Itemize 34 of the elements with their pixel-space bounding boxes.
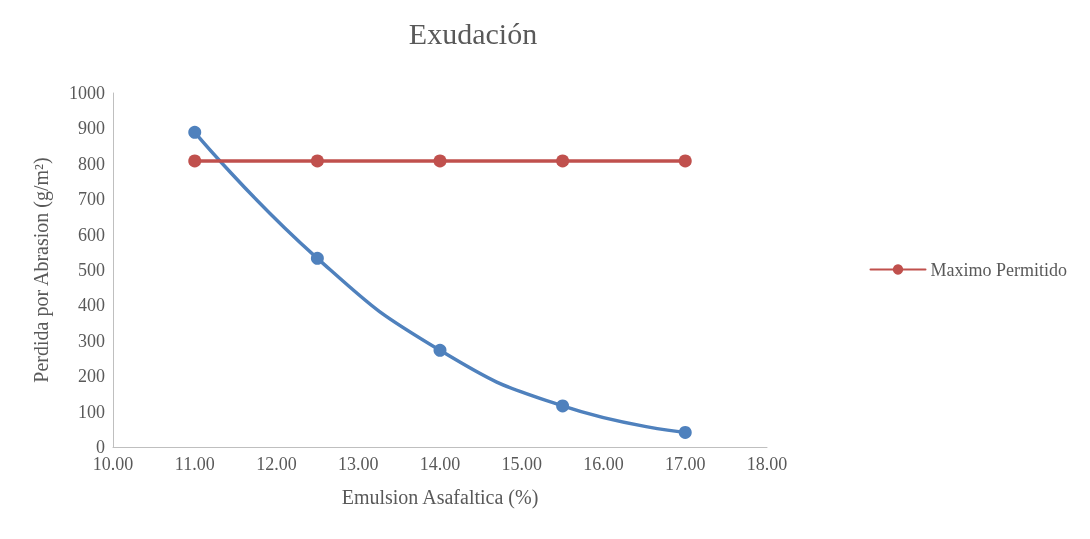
x-tick-label: 13.00 — [338, 454, 379, 474]
y-tick-label: 400 — [78, 295, 105, 316]
point — [678, 154, 692, 168]
y-tick-label: 200 — [78, 366, 105, 387]
point — [556, 399, 570, 413]
x-tick-label: 11.00 — [174, 454, 215, 474]
point — [433, 343, 447, 357]
y-tick-label: 800 — [78, 153, 105, 174]
x-tick-label: 16.00 — [583, 454, 624, 474]
x-tick-label: 18.00 — [746, 454, 788, 474]
y-tick-label: 700 — [78, 189, 105, 210]
x-tick-label: 14.00 — [419, 454, 461, 474]
point — [188, 154, 202, 168]
point — [310, 251, 324, 265]
x-tick-label: 10.00 — [92, 454, 134, 474]
point — [556, 154, 570, 168]
legend-label: Maximo Permitido — [930, 259, 1068, 280]
x-tick-label: 12.00 — [256, 454, 297, 474]
point — [188, 125, 202, 139]
y-tick-label: 500 — [78, 260, 105, 280]
x-axis-title: Emulsion Asafaltica (%) — [341, 486, 539, 509]
point — [678, 425, 692, 439]
chart-title: Exudación — [408, 16, 538, 50]
y-tick-label: 1000 — [69, 83, 105, 103]
y-tick-label: 600 — [78, 224, 105, 245]
y-axis-title: Perdida por Abrasion (g/m²) — [30, 157, 53, 383]
y-tick-label: 100 — [78, 401, 105, 422]
point — [310, 154, 324, 168]
y-tick-label: 900 — [78, 118, 105, 139]
y-tick-label: 0 — [96, 437, 105, 457]
x-tick-label: 17.00 — [665, 454, 706, 474]
y-tick-label: 300 — [78, 330, 105, 351]
point — [433, 154, 447, 168]
x-tick-label: 15.00 — [501, 454, 542, 474]
